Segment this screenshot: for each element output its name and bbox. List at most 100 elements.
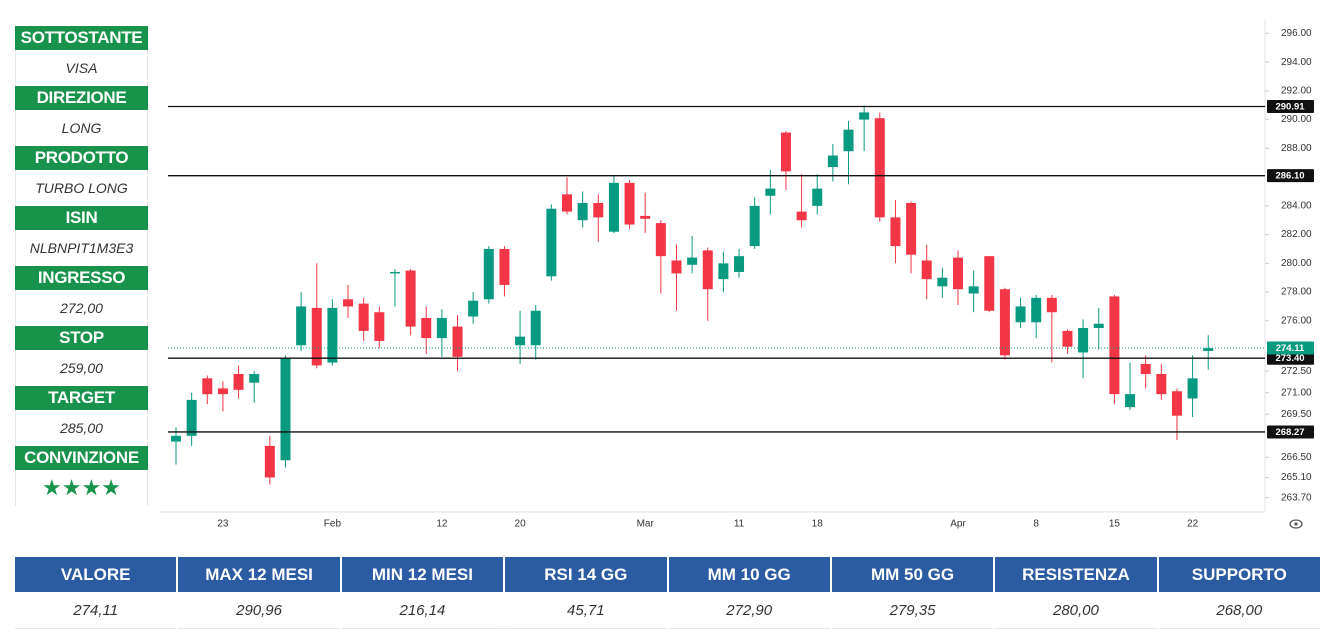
candle-body [1046,297,1057,313]
candle-body [812,188,823,206]
price-tag-label: 290.91 [1275,102,1305,113]
candle-body [874,118,885,218]
x-tick-label: Feb [324,519,342,530]
candle-body [1203,348,1214,352]
candle-body [906,202,917,255]
table-header: RESISTENZA [995,557,1157,592]
table-header: MAX 12 MESI [178,557,340,592]
price-tag-label: 274.11 [1276,343,1305,354]
y-tick-label: 292.00 [1281,86,1312,97]
table-header: MM 10 GG [668,557,830,592]
x-tick-label: 23 [217,519,229,530]
price-tag-label: 268.27 [1275,427,1304,438]
panel-header: ISIN [15,206,148,230]
price-tag-label: 286.10 [1275,171,1304,182]
eye-icon[interactable] [1289,519,1303,529]
panel-value: 259,00 [15,350,148,386]
candle-body [577,202,588,221]
x-tick-label: 22 [1187,519,1199,530]
candle-body [1125,394,1136,408]
y-tick-label: 284.00 [1281,200,1312,211]
candle-body [859,112,870,120]
candle-body [999,289,1010,356]
candle-body [499,248,510,285]
candle-body [765,188,776,196]
table-value: 279,35 [831,594,994,629]
table-header: MM 50 GG [831,557,994,592]
x-tick-label: Apr [950,519,966,530]
candle-body [389,271,400,274]
candle-body [608,182,619,232]
y-tick-label: 265.10 [1281,472,1312,483]
stats-table: VALORE MAX 12 MESI MIN 12 MESI RSI 14 GG MM … [15,557,1320,629]
panel-header: CONVINZIONE [15,446,148,470]
candle-body [1140,363,1151,375]
table-value: 274,11 [15,594,177,629]
y-tick-label: 276.00 [1281,315,1312,326]
table-header: MIN 12 MESI [341,557,504,592]
candle-body [749,205,760,247]
candle-body [483,248,494,300]
x-tick-label: 20 [515,519,527,530]
panel-value: TURBO LONG [15,170,148,206]
candle-body [1062,330,1073,347]
price-tag [1267,169,1314,183]
candle-body [171,435,181,442]
candle-body [734,256,745,272]
panel-value: NLBNPIT1M3E3 [15,230,148,266]
x-tick-label: 18 [812,519,824,530]
x-tick-label: Mar [637,519,655,530]
table-value: 290,96 [178,594,340,629]
y-tick-label: 280.00 [1281,258,1312,269]
y-tick-label: 278.00 [1281,287,1312,298]
candle-body [546,208,557,277]
candle-body [515,336,526,346]
candle-body [233,374,244,390]
candle-body [1109,296,1120,395]
x-tick-label: 15 [1109,519,1121,530]
candle-body [796,211,807,221]
panel-value: 272,00 [15,290,148,326]
candle-body [186,399,197,436]
panel-value: VISA [15,50,148,86]
y-tick-label: 294.00 [1281,57,1312,68]
y-tick-label: 296.00 [1281,28,1312,39]
table-header: RSI 14 GG [505,557,667,592]
candle-body [984,256,995,311]
candle-body [890,217,901,247]
candle-body [671,260,682,274]
candle-body [1093,323,1104,329]
table-value: 272,90 [668,594,830,629]
x-tick-label: 11 [734,519,745,530]
candle-body [436,317,447,339]
y-tick-label: 271.00 [1281,387,1312,398]
chart: 296.00 294.00 292.00 290.00 288.00 284.00 282.… [160,20,1314,530]
candle-body [953,257,963,290]
table-value: 216,14 [341,594,504,629]
candle-body [296,306,307,346]
price-tag-label: 273.40 [1275,353,1304,364]
panel-header: SOTTOSTANTE [15,26,148,50]
candle-body [1171,391,1182,416]
panel-header: TARGET [15,386,148,410]
panel-value: 285,00 [15,410,148,446]
candle-body [468,300,479,317]
y-tick-label: 272.50 [1281,366,1312,377]
table-header: SUPPORTO [1158,557,1320,592]
candle-body [562,194,572,212]
candle-body [1031,297,1042,323]
candle-body [202,378,213,395]
table-value: 45,71 [505,594,667,629]
candle-body [452,326,463,357]
candle-body [687,257,698,265]
candle-body [1156,374,1167,395]
y-tick-label: 282.00 [1281,229,1312,240]
panel-header: INGRESSO [15,266,148,290]
panel-value: LONG [15,110,148,146]
price-tag [1267,100,1314,114]
candle-body [311,307,322,366]
info-panel: SOTTOSTANTE VISA DIREZIONE LONG PRODOTTO TURB… [15,26,148,506]
candle-body [718,263,729,280]
candle-body [640,215,651,219]
y-tick-label: 263.70 [1281,492,1312,503]
